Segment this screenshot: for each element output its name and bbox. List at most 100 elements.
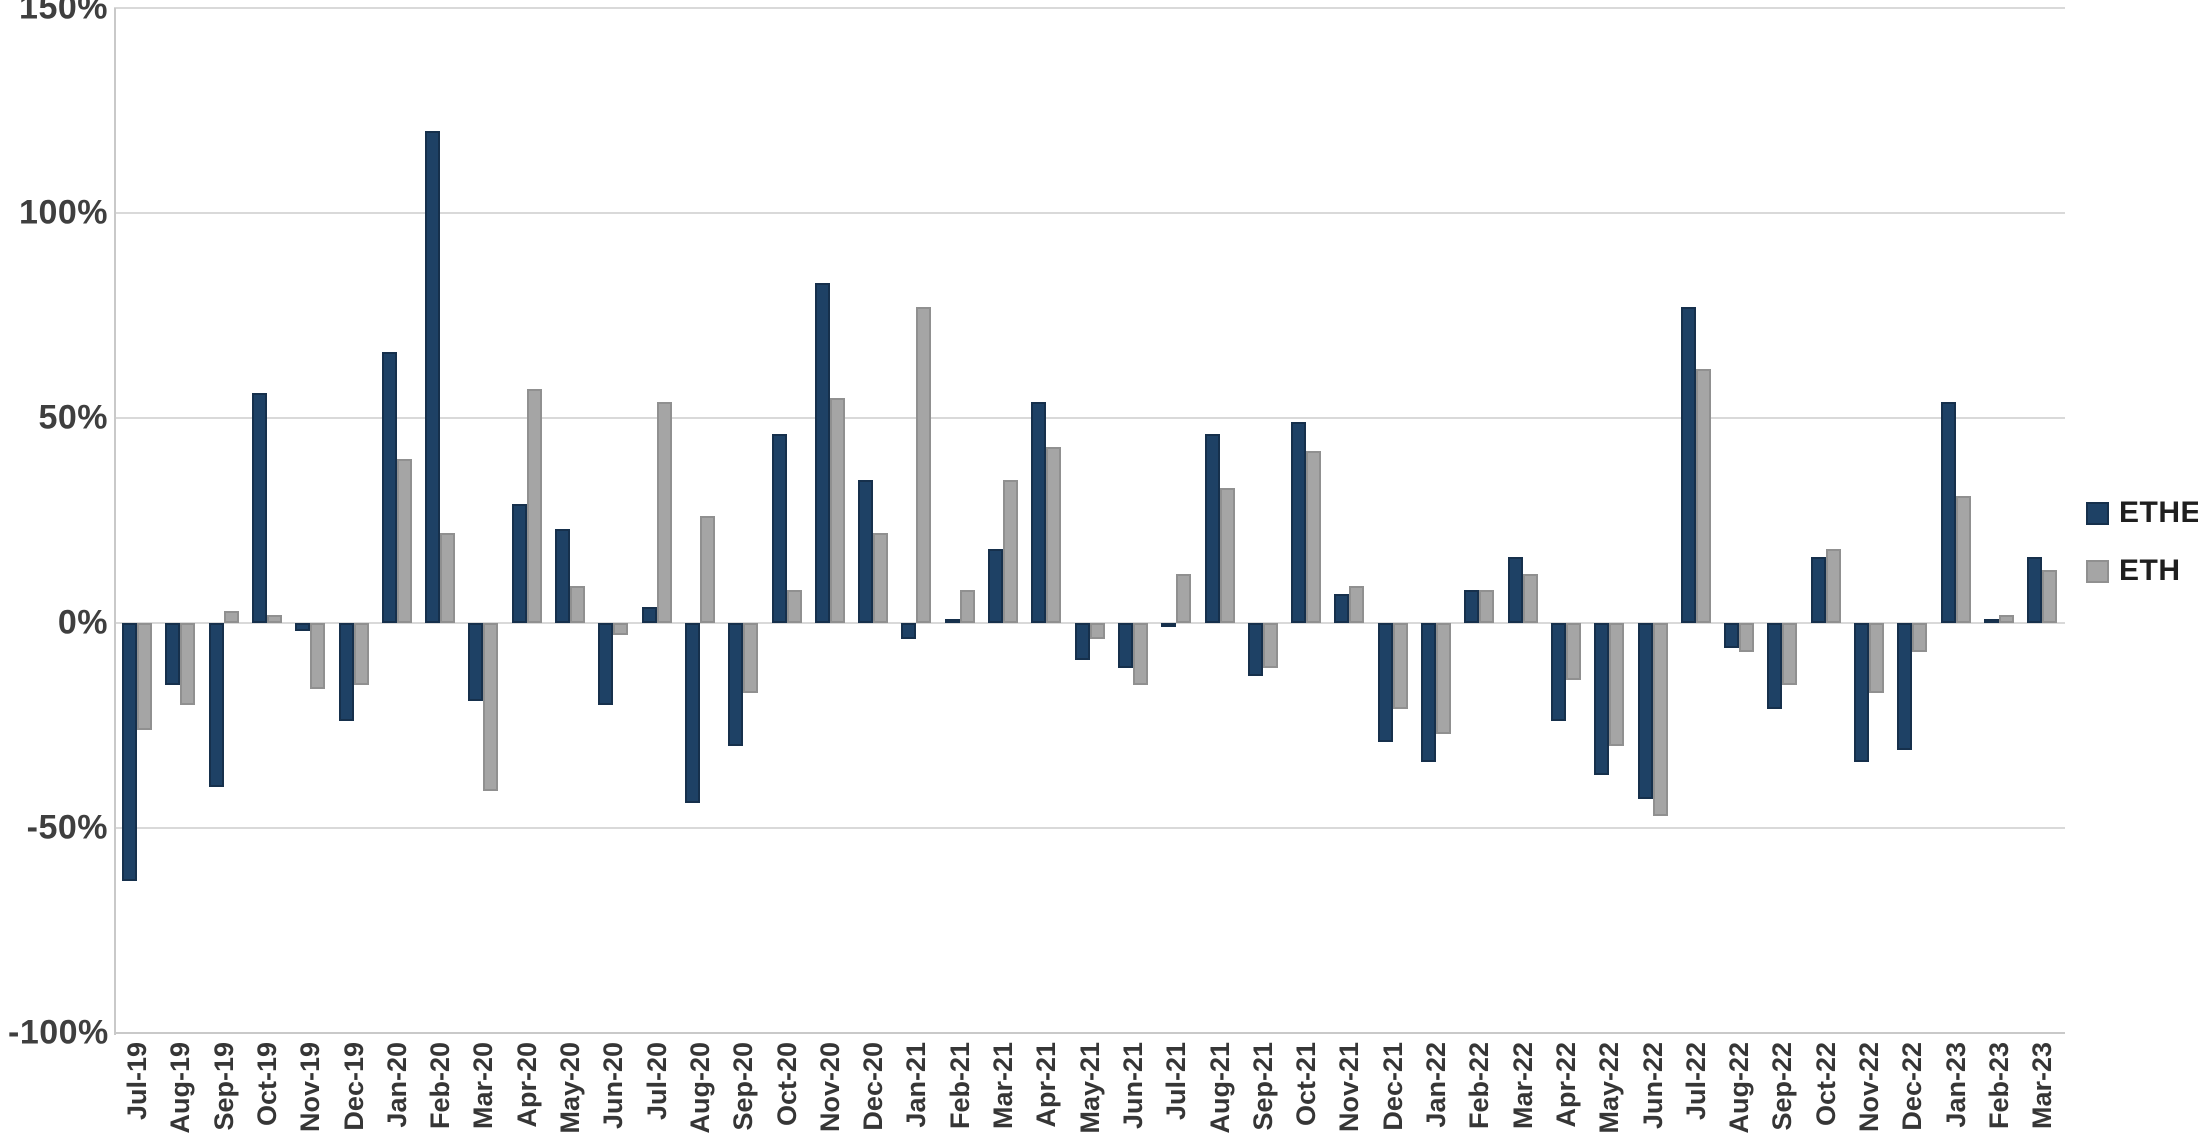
ethe-bar-Aug-22 [1724,623,1740,648]
y-axis-label: 100% [19,193,108,232]
x-axis-label-Jul-19: Jul-19 [122,1042,152,1121]
y-axis-label: -100% [8,1013,109,1052]
x-axis-label-Nov-21: Nov-21 [1334,1042,1365,1133]
x-axis-label-Jun-22: Jun-22 [1637,1042,1668,1130]
ethe-bar-Jun-22 [1637,623,1653,800]
x-axis-label-Oct-19: Oct-19 [251,1042,282,1127]
ethe-bar-May-20 [555,528,570,623]
eth-bar-Jul-21 [1176,573,1192,623]
eth-bar-Mar-23 [2042,569,2058,623]
eth-bar-May-21 [1089,623,1105,640]
ethe-bar-Jun-21 [1117,623,1133,669]
ethe-bar-Jul-20 [641,606,657,623]
eth-bar-May-20 [570,586,585,623]
x-axis-label-Dec-19: Dec-19 [338,1042,369,1131]
x-axis-label-Jan-20: Jan-20 [381,1042,412,1128]
x-axis-label-Mar-21: Mar-21 [988,1042,1018,1130]
x-axis-label-Aug-21: Aug-21 [1204,1042,1235,1134]
ethe-series-swatch-icon [2086,501,2109,525]
legend-label-ethe: ETHE [2119,496,2198,529]
x-axis-label-Jan-23: Jan-23 [1940,1042,1971,1128]
x-axis-label-Dec-21: Dec-21 [1377,1042,1408,1131]
gridline--50% [114,827,2065,829]
ethe-bar-Aug-21 [1204,434,1220,623]
ethe-bar-Nov-21 [1334,594,1350,623]
eth-bar-Nov-19 [310,623,326,689]
ethe-bar-Sep-21 [1247,623,1263,677]
x-axis-label-Aug-19: Aug-19 [165,1042,196,1134]
x-axis-label-Feb-21: Feb-21 [944,1042,975,1130]
x-axis-label-Jul-21: Jul-21 [1161,1042,1192,1121]
x-axis-label-Feb-22: Feb-22 [1464,1042,1495,1130]
eth-bar-Dec-19 [353,623,369,685]
x-axis-label-Sep-20: Sep-20 [728,1042,759,1131]
eth-bar-Aug-19 [180,623,196,705]
eth-bar-Jan-23 [1955,495,1971,623]
gridline--100% [114,1032,2065,1034]
ethe-bar-Jan-20 [381,352,397,623]
eth-bar-May-22 [1609,623,1625,746]
gridline-150% [114,7,2065,9]
y-axis-label: -50% [26,808,108,847]
eth-bar-Feb-20 [440,532,456,623]
ethe-bar-Mar-23 [2027,557,2043,623]
eth-bar-Jun-21 [1132,623,1148,685]
y-axis-label: 150% [19,0,108,27]
ethe-bar-Dec-22 [1897,623,1913,751]
ethe-bar-May-22 [1594,623,1610,775]
ethe-bar-Oct-21 [1291,422,1307,623]
eth-bar-Nov-20 [829,397,845,623]
ethe-bar-Sep-19 [208,623,224,787]
eth-bar-Jan-22 [1436,623,1451,734]
x-axis-label-May-22: May-22 [1594,1042,1625,1134]
ethe-bar-Aug-20 [684,623,700,804]
eth-series-swatch-icon [2086,559,2109,583]
chart-legend: ETHE ETH [2086,496,2198,612]
eth-bar-Feb-21 [959,590,975,623]
ethe-bar-Nov-19 [295,623,311,632]
eth-bar-Apr-21 [1046,446,1062,623]
eth-bar-Oct-19 [266,614,282,623]
ethe-bar-Feb-21 [944,618,960,623]
eth-bar-Jan-21 [916,307,932,623]
ethe-bar-Sep-22 [1767,623,1783,710]
eth-bar-Jun-20 [613,623,629,636]
y-axis-label: 0% [57,603,108,642]
legend-label-eth: ETH [2119,554,2181,587]
x-axis-label-Oct-20: Oct-20 [771,1042,802,1127]
ethe-bar-Oct-19 [251,393,267,623]
eth-bar-Jun-22 [1652,623,1668,816]
ethe-bar-Feb-20 [425,131,441,623]
x-axis-label-Dec-20: Dec-20 [858,1042,889,1131]
eth-bar-Aug-21 [1219,487,1235,623]
ethe-bar-Apr-22 [1550,623,1566,722]
eth-bar-Oct-21 [1306,450,1322,623]
eth-bar-Nov-22 [1869,623,1884,693]
legend-item-ethe: ETHE [2086,496,2198,530]
legend-item-eth: ETH [2086,554,2198,588]
eth-bar-Jul-20 [656,401,672,623]
eth-bar-Mar-22 [1522,573,1538,623]
eth-bar-Dec-21 [1392,623,1408,710]
x-axis-label-May-21: May-21 [1074,1042,1105,1134]
ethe-bar-Feb-22 [1464,590,1480,623]
x-axis-label-May-20: May-20 [555,1042,585,1134]
x-axis-label-Mar-23: Mar-23 [2027,1042,2058,1130]
x-axis-label-Oct-22: Oct-22 [1810,1042,1841,1127]
x-axis-label-Sep-21: Sep-21 [1247,1042,1278,1131]
x-axis-label-Dec-22: Dec-22 [1897,1042,1928,1131]
eth-bar-Oct-20 [786,590,802,623]
eth-bar-Feb-22 [1479,590,1495,623]
eth-bar-Aug-22 [1739,623,1755,652]
ethe-bar-Jan-21 [901,623,917,640]
x-axis-label-Jan-22: Jan-22 [1421,1042,1451,1128]
eth-bar-Apr-22 [1565,623,1581,681]
eth-bar-Sep-19 [223,610,239,623]
eth-bar-Mar-20 [483,623,499,792]
ethe-bar-Oct-20 [771,434,787,623]
x-axis-label-Apr-20: Apr-20 [511,1042,542,1128]
ethe-bar-Mar-20 [468,623,484,701]
eth-bar-Nov-21 [1349,586,1365,623]
